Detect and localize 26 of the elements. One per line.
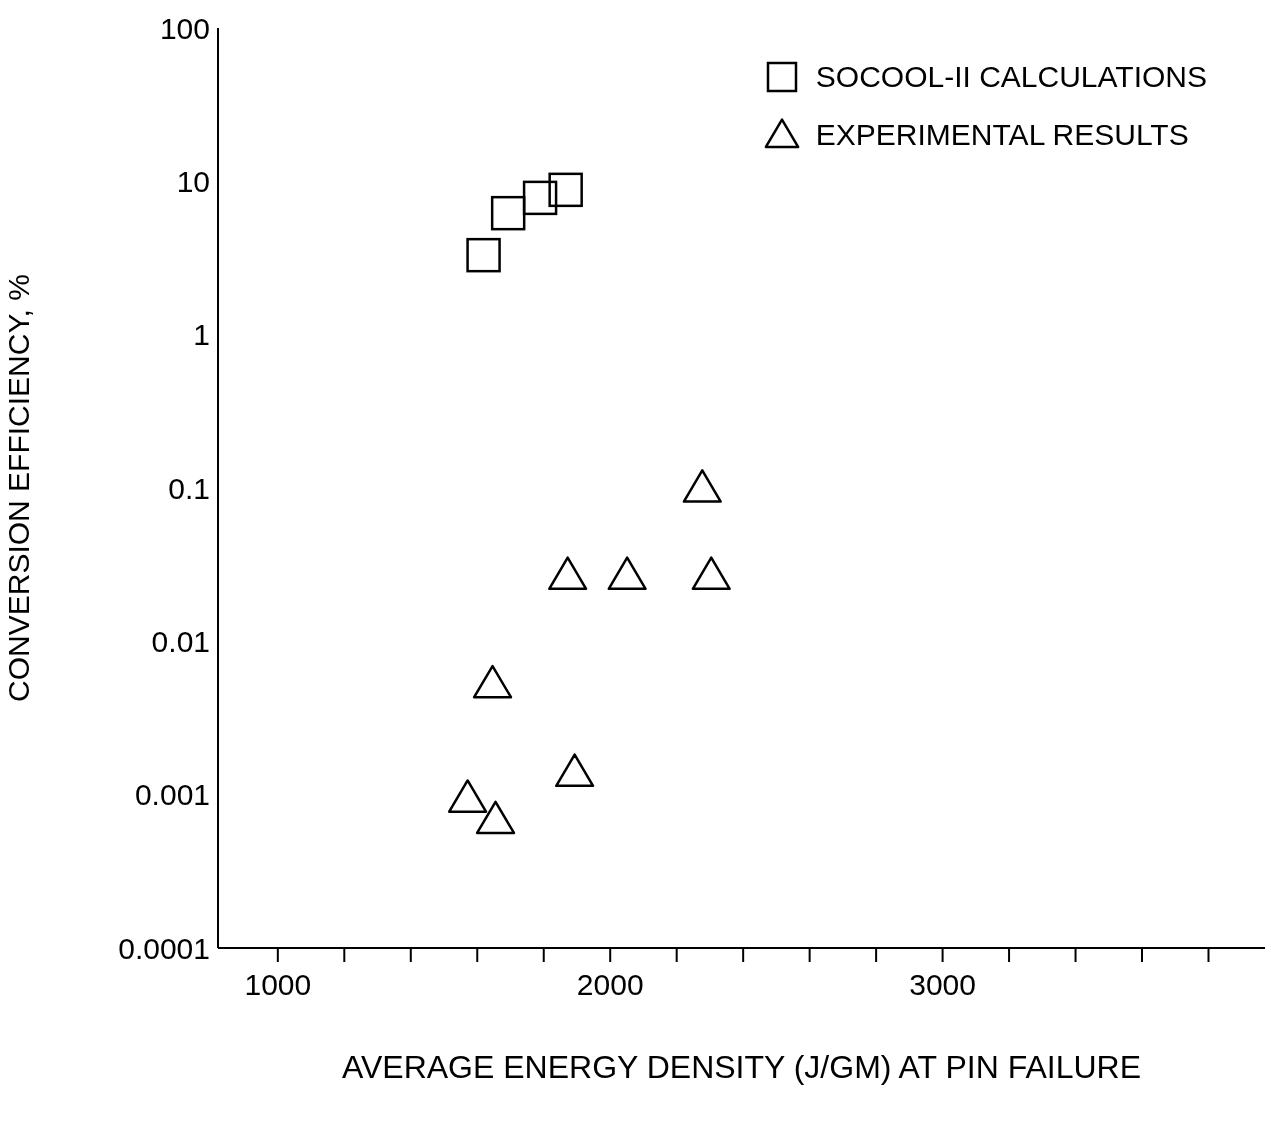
point — [691, 556, 731, 591]
point — [607, 556, 647, 591]
y-tick-label: 0.1 — [168, 471, 210, 505]
x-tick-label: 3000 — [909, 968, 976, 1002]
x-axis-title: AVERAGE ENERGY DENSITY (J/GM) AT PIN FAILURE — [342, 1049, 1141, 1085]
y-tick-label: 10 — [176, 164, 210, 198]
x-tick-label: 1000 — [244, 968, 312, 1002]
point — [472, 664, 513, 699]
y-tick-label: 0.01 — [151, 624, 210, 658]
point — [522, 180, 558, 216]
point — [548, 556, 588, 591]
point — [548, 172, 583, 208]
y-tick-label: 0.001 — [134, 778, 210, 812]
point — [682, 469, 722, 503]
point — [466, 237, 501, 273]
legend-label: SOCOOL-II CALCULATIONS — [815, 59, 1207, 95]
legend-label: EXPERIMENTAL RESULTS — [815, 117, 1189, 153]
y-tick-label: 100 — [159, 11, 210, 45]
point — [554, 753, 595, 788]
point — [475, 800, 516, 835]
x-tick-label: 2000 — [576, 968, 644, 1002]
point — [447, 779, 488, 813]
y-tick-label: 1 — [193, 318, 210, 352]
y-axis-title: CONVERSION EFFICIENCY, % — [1, 274, 35, 702]
y-tick-label: 0.0001 — [118, 931, 210, 965]
point — [490, 195, 526, 231]
